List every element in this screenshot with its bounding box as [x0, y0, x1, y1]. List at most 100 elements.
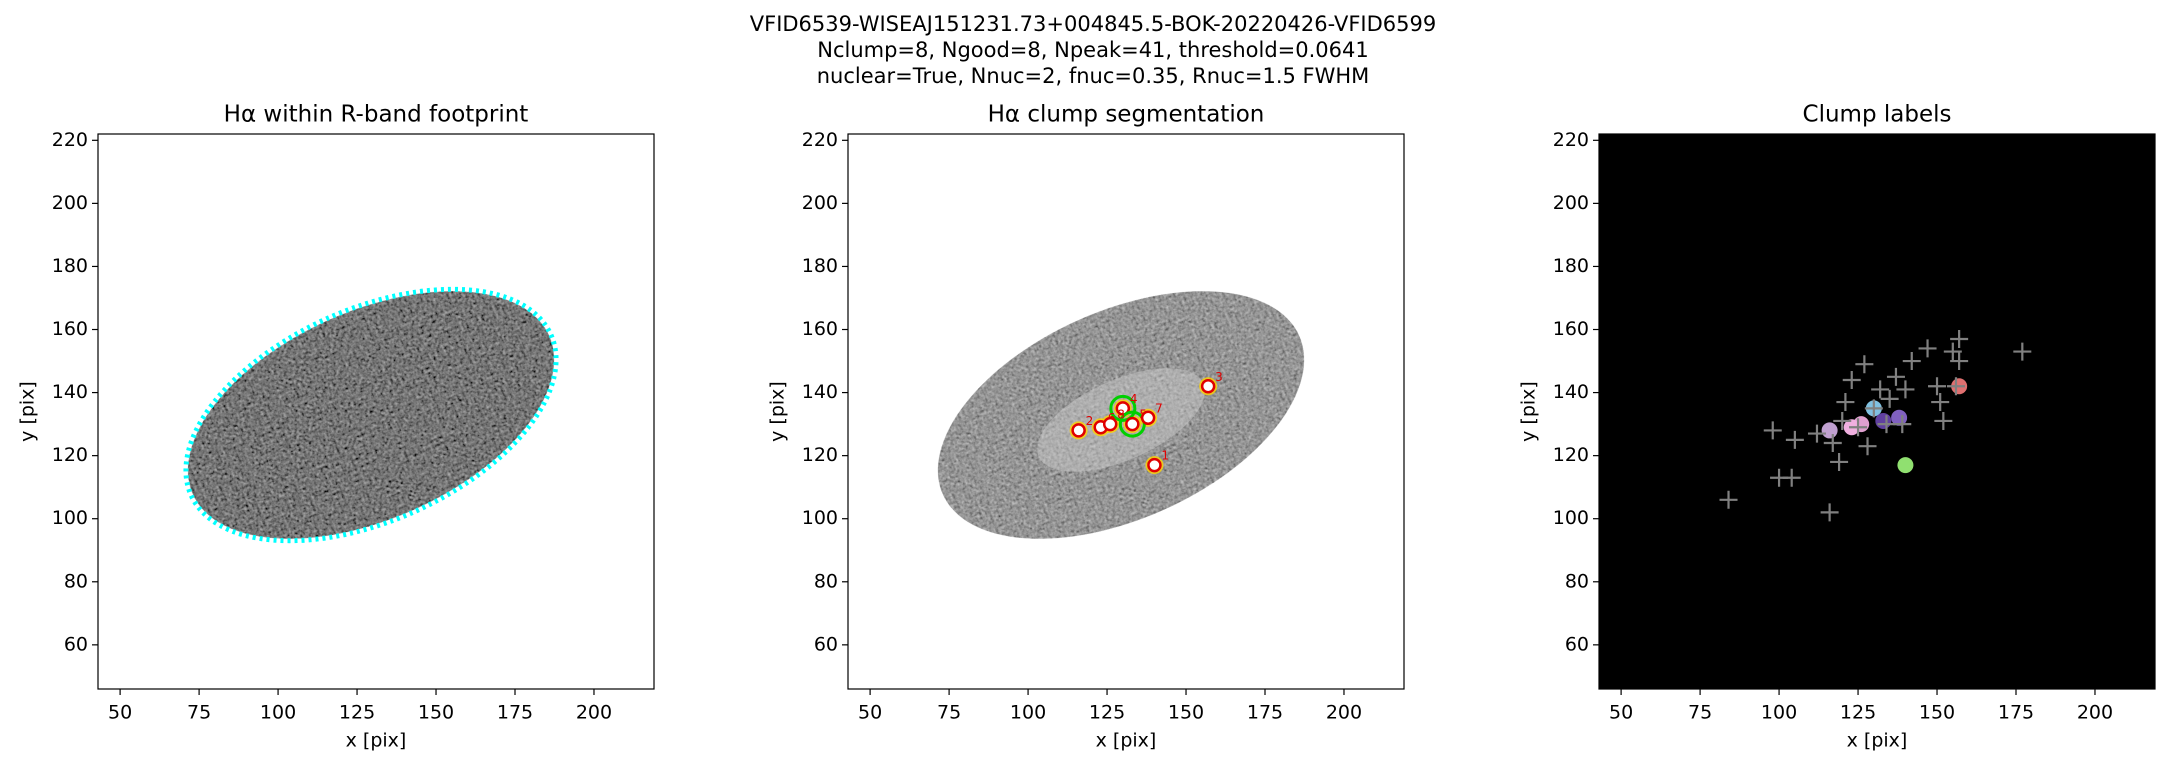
peak-marker: [1943, 342, 1962, 361]
x-tick-label: 175: [497, 702, 533, 724]
y-tick-label: 220: [52, 129, 88, 151]
peak-marker: [1877, 415, 1896, 434]
y-tick-label: 120: [802, 444, 838, 466]
clump-label: 2: [1086, 414, 1094, 428]
y-tick-label: 140: [52, 381, 88, 403]
peak-marker: [1880, 389, 1899, 408]
clump-label: 8: [1117, 408, 1125, 422]
y-tick-label: 180: [802, 255, 838, 277]
suptitle: VFID6539-WISEAJ151231.73+004845.5-BOK-20…: [750, 12, 1436, 88]
x-tick-label: 100: [260, 702, 296, 724]
clump-label: 7: [1155, 401, 1163, 415]
x-tick-label: 150: [1168, 702, 1204, 724]
y-tick-label: 200: [52, 192, 88, 214]
clump-marker: [1071, 423, 1086, 438]
x-tick-label: 50: [858, 702, 882, 724]
title-line: Nclump=8, Ngood=8, Npeak=41, threshold=0…: [817, 38, 1369, 62]
x-tick-label: 200: [1326, 702, 1362, 724]
x-tick-label: 50: [108, 702, 132, 724]
x-tick-label: 125: [1840, 702, 1876, 724]
y-tick-label: 120: [1553, 444, 1589, 466]
y-tick-label: 120: [52, 444, 88, 466]
peak-marker: [1871, 380, 1890, 399]
x-tick-label: 100: [1761, 702, 1797, 724]
x-tick-label: 200: [576, 702, 612, 724]
clump-region: [1897, 457, 1914, 474]
peak-marker: [1896, 380, 1915, 399]
peak-marker: [1785, 430, 1804, 449]
peak-marker: [1946, 377, 1965, 396]
peak-marker: [1833, 411, 1852, 430]
y-tick-label: 100: [802, 507, 838, 529]
y-tick-label: 100: [1553, 507, 1589, 529]
y-tick-label: 60: [814, 633, 838, 655]
y-tick-label: 200: [802, 192, 838, 214]
x-tick-label: 50: [1609, 702, 1633, 724]
peak-marker: [1763, 421, 1782, 440]
panel-title: Hα clump segmentation: [988, 102, 1265, 128]
y-axis-label: y [pix]: [767, 381, 789, 442]
x-tick-label: 100: [1010, 702, 1046, 724]
peak-marker: [1893, 415, 1912, 434]
y-tick-label: 160: [52, 318, 88, 340]
nucleus-marker: [1109, 394, 1137, 422]
y-tick-label: 140: [802, 381, 838, 403]
clump-label: 3: [1215, 370, 1223, 384]
peak-marker: [1830, 452, 1849, 471]
peak-marker: [1950, 352, 1969, 371]
clump-marker: [1147, 457, 1162, 473]
peak-marker: [1886, 367, 1905, 386]
y-tick-label: 160: [802, 318, 838, 340]
peak-marker: [1836, 393, 1855, 412]
y-tick-label: 80: [814, 570, 838, 592]
y-tick-label: 200: [1553, 192, 1589, 214]
x-tick-label: 150: [418, 702, 454, 724]
peak-marker: [1931, 393, 1950, 412]
x-tick-label: 125: [339, 702, 375, 724]
peak-marker: [1934, 411, 1953, 430]
y-tick-label: 80: [64, 570, 88, 592]
clump-marker: [1115, 401, 1131, 416]
clump-marker: [1102, 416, 1118, 432]
x-tick-label: 75: [1688, 702, 1712, 724]
y-tick-label: 100: [52, 507, 88, 529]
y-axis-label: y [pix]: [17, 381, 39, 442]
y-tick-label: 180: [52, 255, 88, 277]
axes-frame: [97, 133, 655, 690]
peak-marker: [2013, 342, 2032, 361]
axes-frame: [847, 133, 1405, 690]
galaxy-image: [183, 286, 559, 544]
x-tick-label: 175: [1998, 702, 2034, 724]
clump-region: [1875, 412, 1892, 429]
y-tick-label: 160: [1553, 318, 1589, 340]
peak-marker: [1823, 434, 1842, 453]
y-tick-label: 220: [1553, 129, 1589, 151]
clump-region: [1821, 422, 1838, 439]
peak-marker: [1918, 339, 1937, 358]
y-tick-label: 180: [1553, 255, 1589, 277]
clump-label: 4: [1130, 392, 1138, 406]
peak-marker: [1902, 352, 1921, 371]
peak-marker: [1842, 370, 1861, 389]
x-tick-label: 125: [1089, 702, 1125, 724]
peak-marker: [1950, 329, 1969, 348]
y-tick-label: 80: [1565, 570, 1589, 592]
x-tick-label: 75: [937, 702, 961, 724]
x-axis-label: x [pix]: [346, 730, 407, 752]
peak-marker: [1782, 468, 1801, 487]
x-tick-label: 150: [1919, 702, 1955, 724]
x-tick-label: 75: [187, 702, 211, 724]
panel-title: Clump labels: [1803, 102, 1952, 128]
title-line: VFID6539-WISEAJ151231.73+004845.5-BOK-20…: [750, 12, 1436, 36]
peak-marker: [1820, 503, 1839, 522]
y-tick-label: 140: [1553, 381, 1589, 403]
y-tick-label: 60: [64, 633, 88, 655]
x-axis-label: x [pix]: [1096, 730, 1157, 752]
clump-marker: [1200, 379, 1216, 394]
title-line: nuclear=True, Nnuc=2, fnuc=0.35, Rnuc=1.…: [817, 64, 1370, 88]
peak-marker: [1858, 437, 1877, 456]
axes-frame: [1598, 133, 2156, 690]
nucleus-marker: [1118, 410, 1146, 438]
peak-marker: [1719, 490, 1738, 509]
